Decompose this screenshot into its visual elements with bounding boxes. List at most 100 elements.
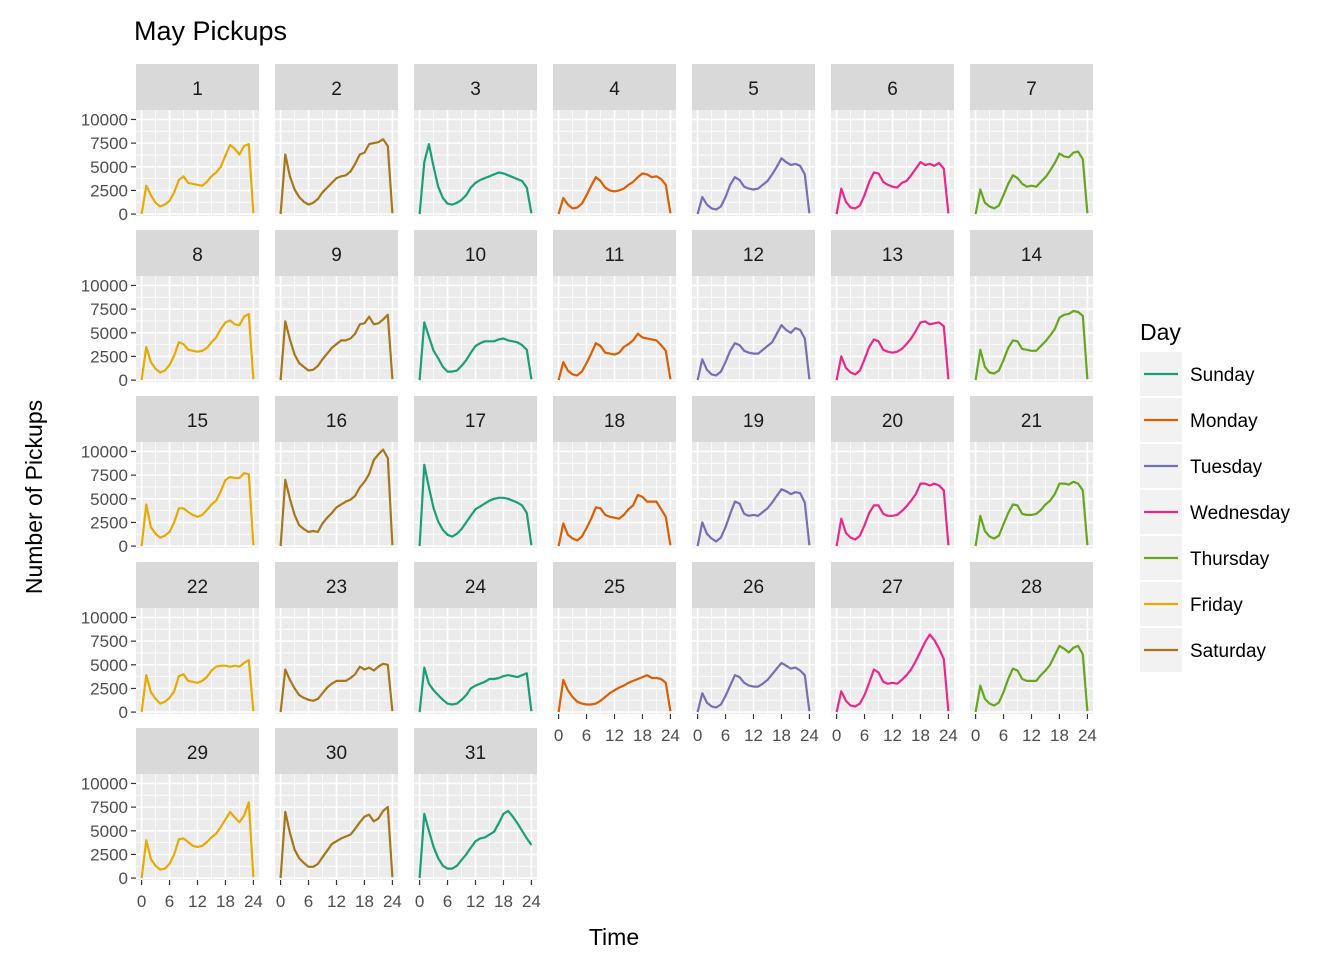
panel-6: 6: [831, 64, 954, 216]
legend-label-wednesday: Wednesday: [1190, 503, 1290, 524]
panel-strip: [136, 64, 259, 110]
panel-strip-label: 19: [743, 411, 764, 432]
panel-strip-label: 17: [465, 411, 486, 432]
x-tick-label: 0: [832, 726, 841, 745]
y-tick-label: 2500: [90, 347, 128, 366]
series-line-monday: [557, 332, 672, 381]
x-tick-label: 12: [883, 726, 902, 745]
panel-strip-label: 18: [604, 411, 625, 432]
panel-strip-label: 5: [748, 79, 759, 100]
panel-strip-label: 3: [470, 79, 481, 100]
legend-label-saturday: Saturday: [1190, 641, 1267, 662]
panel-strip-label: 12: [743, 245, 764, 266]
y-tick-label: 5000: [90, 490, 128, 509]
legend-label-thursday: Thursday: [1190, 549, 1270, 570]
panel-strip: [553, 562, 676, 608]
y-tick-label: 2500: [90, 181, 128, 200]
panel-strip: [692, 230, 815, 276]
panel-strip-label: 16: [326, 411, 347, 432]
panel-11: 11: [553, 230, 676, 382]
y-tick-label: 2500: [90, 845, 128, 864]
y-tick-label: 7500: [90, 134, 128, 153]
panel-strip-label: 14: [1021, 245, 1043, 266]
panel-strip: [275, 562, 398, 608]
series-line-friday: [140, 472, 255, 547]
series-line-wednesday: [835, 482, 950, 547]
panel-14: 14: [970, 230, 1093, 382]
panel-strip: [831, 64, 954, 110]
x-tick-label: 12: [466, 892, 485, 911]
x-tick-label: 0: [554, 726, 563, 745]
panel-strip-label: 30: [326, 743, 347, 764]
series-line-tuesday: [696, 324, 811, 381]
panel-strip-label: 31: [465, 743, 486, 764]
legend-label-tuesday: Tuesday: [1190, 457, 1263, 478]
series-line-sunday: [418, 463, 533, 547]
x-tick-label: 6: [304, 892, 313, 911]
panel-strip: [970, 562, 1093, 608]
legend-label-friday: Friday: [1190, 595, 1243, 616]
panel-strip: [414, 728, 537, 774]
panel-strip-label: 2: [331, 79, 342, 100]
panel-strip: [275, 396, 398, 442]
x-tick-label: 6: [582, 726, 591, 745]
panel-strip-label: 15: [187, 411, 208, 432]
y-tick-label: 0: [119, 371, 128, 390]
series-line-thursday: [974, 480, 1089, 547]
panel-strip: [136, 562, 259, 608]
panel-strip: [275, 230, 398, 276]
panel-strip-label: 25: [604, 577, 625, 598]
panel-strip: [692, 396, 815, 442]
panel-strip-label: 11: [605, 245, 625, 266]
panel-strip-label: 4: [609, 79, 620, 100]
panel-12: 12: [692, 230, 815, 382]
x-tick-label: 0: [971, 726, 980, 745]
x-tick-label: 6: [860, 726, 869, 745]
y-tick-label: 5000: [90, 822, 128, 841]
y-tick-label: 10000: [81, 608, 128, 627]
x-tick-label: 12: [327, 892, 346, 911]
panel-27: 27 0 6 12 18 24: [831, 562, 958, 745]
panel-strip-label: 29: [187, 743, 208, 764]
series-line-friday: [140, 143, 255, 215]
y-tick-label: 10000: [81, 774, 128, 793]
x-tick-label: 12: [744, 726, 763, 745]
panel-18: 18: [553, 396, 676, 548]
x-tick-label: 12: [1022, 726, 1041, 745]
panel-28: 28 0 6 12 18 24: [970, 562, 1097, 745]
y-tick-label: 7500: [90, 466, 128, 485]
series-line-tuesday: [696, 157, 811, 215]
x-tick-label: 18: [355, 892, 374, 911]
x-tick-label: 18: [494, 892, 513, 911]
series-line-friday: [140, 801, 255, 879]
legend: Day Sunday Monday Tuesday Wednesday Thursday…: [1140, 319, 1290, 672]
x-tick-label: 0: [276, 892, 285, 911]
y-tick-label: 0: [119, 869, 128, 888]
panel-strip-label: 26: [743, 577, 764, 598]
panel-3: 3: [414, 64, 537, 216]
panel-25: 25 0 6 12 18 24: [553, 562, 680, 745]
y-tick-label: 10000: [81, 442, 128, 461]
x-tick-label: 18: [216, 892, 235, 911]
x-tick-label: 12: [188, 892, 207, 911]
y-tick-label: 2500: [90, 679, 128, 698]
y-tick-label: 0: [119, 537, 128, 556]
x-tick-label: 0: [137, 892, 146, 911]
series-line-monday: [557, 172, 672, 215]
panel-strip-label: 20: [882, 411, 903, 432]
panel-19: 19: [692, 396, 815, 548]
series-line-saturday: [279, 805, 394, 879]
series-line-friday: [140, 312, 255, 381]
x-tick-label: 6: [721, 726, 730, 745]
panel-strip: [553, 64, 676, 110]
panel-strip: [414, 64, 537, 110]
x-tick-label: 6: [999, 726, 1008, 745]
x-axis-label: Time: [589, 924, 639, 950]
legend-title: Day: [1140, 319, 1181, 345]
x-tick-label: 18: [633, 726, 652, 745]
panel-strip-label: 24: [465, 577, 487, 598]
panel-strip: [553, 230, 676, 276]
panel-22: 22 0 2500 5000 7500 10000: [81, 562, 259, 722]
